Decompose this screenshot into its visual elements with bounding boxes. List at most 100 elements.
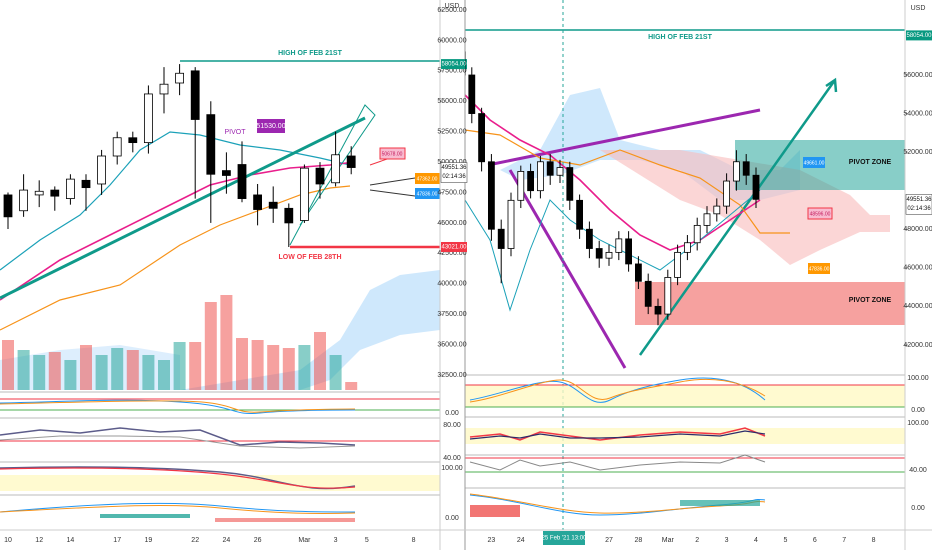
x-tick-label: 5 [783, 537, 787, 544]
candle-body [507, 199, 515, 249]
candle-body [331, 154, 341, 184]
indicator-label: 0.00 [911, 505, 925, 512]
tag-box [415, 173, 440, 184]
band [465, 428, 905, 444]
arrow [638, 77, 838, 356]
y-tick-label: 45000.00 [437, 220, 466, 227]
y-tick-label: 56000.00 [903, 72, 932, 79]
candle-body [128, 137, 138, 144]
ma-line [0, 161, 356, 301]
macd [0, 504, 356, 514]
currency: USD [911, 5, 926, 12]
price-tag-label: 43021.00 [441, 245, 467, 251]
x-tick-label: 26 [254, 537, 262, 544]
candle-body [527, 171, 534, 192]
volume-bar [189, 342, 202, 390]
x-tick-label: 24 [223, 537, 231, 544]
y-tick-label: 55000.00 [437, 98, 466, 105]
candle-body [517, 171, 525, 201]
price-tag [440, 162, 468, 183]
candle-body [3, 194, 13, 218]
osc [0, 427, 356, 446]
y-tick-label: 57500.00 [437, 68, 466, 75]
x-tick-label: 3 [334, 537, 338, 544]
tag-box [803, 157, 825, 168]
volume-bar [173, 342, 186, 390]
hist [100, 514, 190, 518]
candle-body [723, 180, 730, 207]
annotation: PIVOT [224, 129, 246, 136]
candle-body [576, 199, 583, 230]
y-tick-label: 42500.00 [437, 250, 466, 257]
y-tick-label: 52000.00 [903, 149, 932, 156]
x-tick-label: 8 [872, 537, 876, 544]
annotation: PIVOT ZONE [849, 159, 892, 166]
osc [469, 377, 766, 403]
volume-bar [33, 355, 46, 390]
indicator-label: 100.00 [907, 375, 929, 382]
y-tick-label: 32500.00 [437, 372, 466, 379]
hist [680, 500, 760, 506]
candle-body [268, 201, 278, 209]
candle-body [625, 238, 632, 265]
left-decor [0, 0, 441, 550]
x-tick-label: 10 [4, 537, 12, 544]
annotation: HIGH OF FEB 21ST [278, 50, 343, 57]
y-tick-label: 62500.00 [437, 7, 466, 14]
volume-bar [142, 355, 155, 390]
osc [469, 427, 766, 441]
candle-body [221, 170, 231, 176]
candle-body [253, 194, 263, 210]
x-tick-label: 4 [754, 537, 758, 544]
annotation: LOW OF FEB 28TH [279, 254, 342, 261]
x-tick-label: Mar [662, 537, 675, 544]
tag: 47836.00 [417, 191, 438, 197]
cloud [180, 270, 440, 390]
volume-bar [17, 350, 30, 390]
candle-body [644, 280, 652, 307]
volume-bar [251, 340, 264, 390]
volume-bar [111, 348, 124, 390]
price-tag [905, 194, 932, 215]
x-tick-label: 17 [113, 537, 121, 544]
annotation: HIGH OF FEB 21ST [648, 34, 713, 41]
osc [469, 430, 766, 440]
price-tag [441, 59, 467, 70]
candle-body [703, 213, 711, 226]
currency: USD [445, 3, 460, 10]
tag-box [379, 147, 406, 160]
osc [0, 400, 356, 413]
price-tag [441, 241, 467, 252]
indicator-label: 100.00 [441, 465, 463, 472]
tag-box [808, 263, 830, 274]
hist [470, 505, 520, 517]
osc [0, 399, 356, 415]
candle-body [175, 72, 185, 84]
x-tick-label: 14 [67, 537, 75, 544]
crosshair-label: 25 Feb '21 13:00 [542, 536, 588, 542]
volume-bar [80, 345, 92, 390]
volume-bar [158, 360, 170, 390]
y-tick-label: 47500.00 [437, 189, 466, 196]
y-tick-label: 48000.00 [903, 226, 932, 233]
x-tick-label: 6 [813, 537, 817, 544]
candle-body [284, 207, 294, 224]
candle-body [346, 155, 356, 168]
y-tick-label: 54000.00 [903, 110, 932, 117]
volume-bar [329, 355, 342, 390]
price-tag-label: 58054.00 [906, 33, 932, 39]
x-tick-label: 22 [191, 537, 199, 544]
candle-body [674, 251, 681, 278]
candle-body [143, 93, 153, 144]
y-tick-label: 35000.00 [437, 341, 466, 348]
volume-bar [314, 332, 326, 390]
macd [0, 502, 356, 513]
osc [0, 435, 356, 449]
candle-body [615, 238, 623, 253]
candle-body [487, 161, 495, 230]
x-tick-label: 8 [412, 537, 416, 544]
price-tag-label: 58054.00 [441, 62, 467, 68]
volume-bar [2, 340, 14, 390]
trend-line [0, 116, 366, 300]
